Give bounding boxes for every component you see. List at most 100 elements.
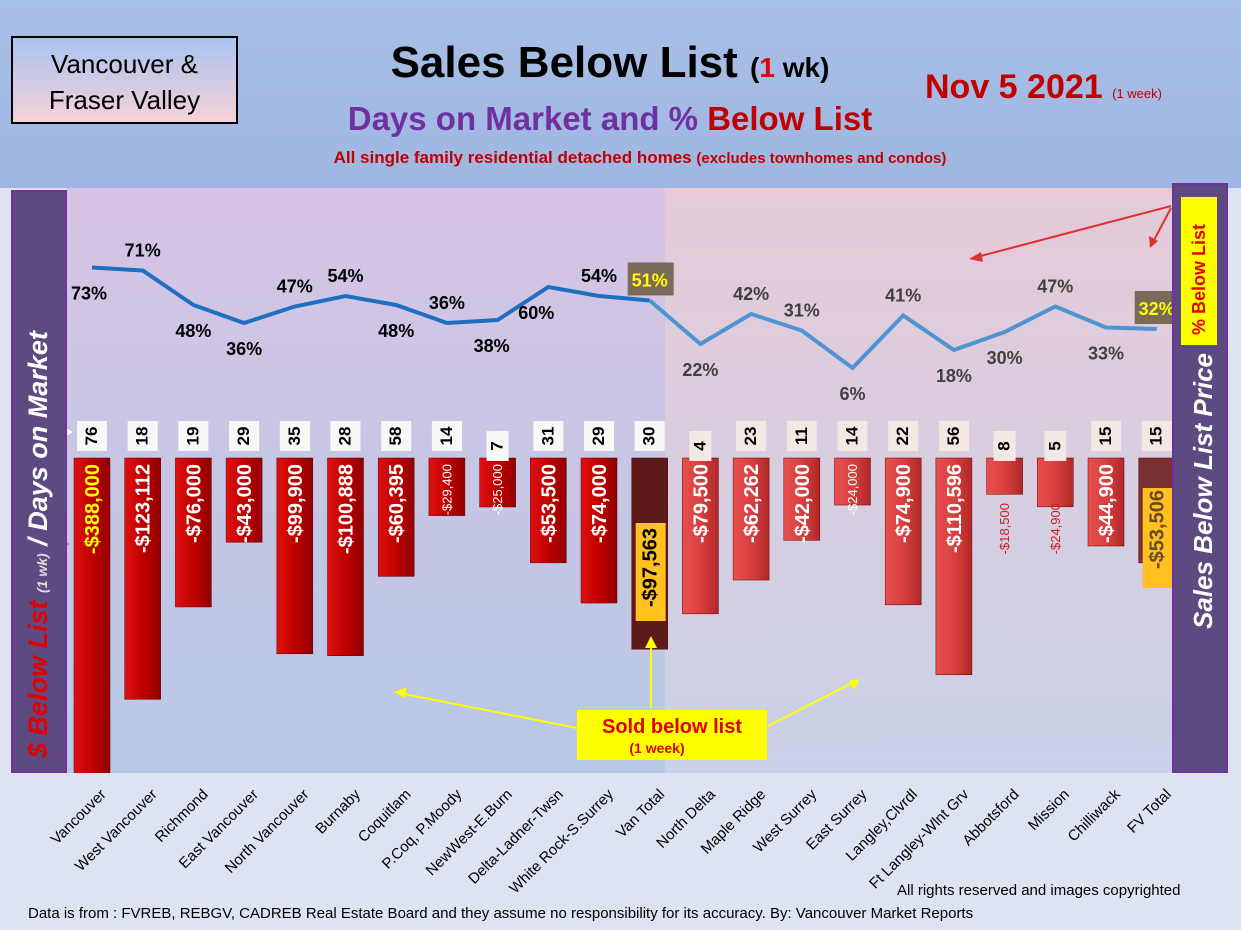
bar-vancouver — [73, 457, 111, 773]
left-axis-small: (1 wk) — [34, 553, 50, 593]
bar-chilliwack — [1087, 457, 1125, 547]
pct-label-burnaby: 54% — [327, 266, 363, 286]
data-labels: 76 -$388,000 18 -$123,112 19 -$76,000 29 -$43,0… — [71, 241, 1181, 621]
category-label-mission: Mission — [1025, 786, 1074, 834]
bar-label-langley-clvrdl: -$74,900 — [893, 464, 915, 543]
bar-p-coq-p-moody — [428, 457, 466, 516]
bar-east-surrey — [834, 457, 871, 506]
line-series — [91, 265, 1157, 371]
bar-label-ft-langley-wlnt-grv: -$110,596 — [944, 464, 966, 553]
bar-abbotsford — [986, 457, 1023, 495]
category-label-chilliwack: Chilliwack — [1064, 786, 1125, 846]
pct-label-richmond: 48% — [175, 321, 211, 341]
dom-label-langley-clvrdl: 22 — [893, 427, 912, 446]
bar-label-fv-total: -$53,506 — [1147, 490, 1169, 569]
dom-box-maple-ridge — [736, 421, 767, 451]
left-axis-label: $ Below List (1 wk) / Days on Market — [23, 331, 54, 758]
title-suffix: (1 wk) — [750, 52, 829, 83]
pct-arrowhead-long — [969, 252, 983, 262]
dom-box-west-surrey — [786, 421, 817, 451]
bar-west-surrey — [783, 457, 821, 541]
pct-box-van-total — [627, 262, 674, 296]
chart-title: Sales Below List (1 wk) — [300, 38, 920, 88]
callout-arrowhead-up — [645, 636, 657, 648]
subtitle-red: Below List — [707, 100, 873, 137]
bar-label-coquitlam: -$60,395 — [386, 464, 408, 543]
chart-subtitle: Days on Market and % Below List — [300, 100, 920, 138]
bar-label-north-delta: -$79,500 — [690, 464, 712, 543]
bar-label-chilliwack: -$44,900 — [1096, 464, 1118, 543]
chart-plot-area: 76 -$388,000 18 -$123,112 19 -$76,000 29 -$43,0… — [59, 188, 1181, 773]
pct-label-east-surrey: 6% — [839, 384, 865, 404]
date-text: Nov 5 2021 — [925, 68, 1103, 106]
bar-label-p-coq-p-moody: -$29,400 — [439, 464, 454, 515]
dom-box-vancouver — [77, 421, 107, 451]
bar-label-east-vancouver: -$43,000 — [234, 464, 256, 543]
pct-label-west-vancouver: 71% — [125, 241, 161, 261]
dom-label-abbotsford: 8 — [995, 441, 1014, 450]
dom-label-west-vancouver: 18 — [133, 427, 152, 446]
dom-box-ft-langley-wlnt-grv — [938, 421, 969, 451]
pct-label-vancouver: 73% — [71, 284, 107, 304]
bar-label-white-rock-s-surrey: -$74,000 — [589, 464, 611, 543]
bar-maple-ridge — [732, 457, 770, 581]
right-axis-label: Sales Below List Price — [1188, 352, 1218, 629]
pct-label-p-coq-p-moody: 36% — [429, 293, 465, 313]
footer-rights: All rights reserved and images copyright… — [897, 882, 1181, 899]
dom-label-chilliwack: 15 — [1096, 427, 1115, 446]
pct-label-coquitlam: 48% — [378, 321, 414, 341]
dom-label-east-surrey: 14 — [843, 426, 862, 445]
desc-main: All single family residential detached h… — [333, 148, 697, 167]
callout-line-2: (1 week) — [629, 740, 684, 756]
category-label-fv-total: FV Total — [1123, 786, 1175, 837]
dom-box-north-vancouver — [279, 421, 310, 451]
dom-box-fv-total — [1141, 421, 1172, 451]
dom-label-north-vancouver: 35 — [285, 427, 304, 446]
pct-below-callout-text: % Below List — [1189, 223, 1209, 335]
bar-label-vancouver: -$388,000 — [82, 464, 104, 554]
dom-box-chilliwack — [1091, 421, 1121, 451]
footer-source: Data is from : FVREB, REBGV, CADREB Real… — [28, 905, 974, 922]
bar-mission — [1037, 457, 1074, 508]
title-open: ( — [750, 52, 760, 83]
bar-langley-clvrdl — [884, 457, 922, 606]
dom-box-white-rock-s-surrey — [584, 421, 614, 451]
dom-label-vancouver: 76 — [82, 427, 101, 446]
dom-label-mission: 5 — [1045, 441, 1064, 450]
title-main: Sales Below List — [390, 38, 738, 87]
pct-label-west-surrey: 31% — [784, 301, 820, 321]
left-axis-panel: $ Below List (1 wk) / Days on Market — [11, 190, 67, 773]
dom-box-p-coq-p-moody — [431, 421, 462, 451]
dom-label-delta-ladner-twsn: 31 — [538, 427, 557, 446]
pct-label-fv-total: 32% — [1139, 299, 1175, 319]
right-axis-panel: Sales Below List Price % Below List — [1172, 183, 1228, 773]
bar-label-maple-ridge: -$62,262 — [741, 464, 763, 543]
dom-label-maple-ridge: 23 — [741, 427, 760, 446]
region-box: Vancouver & Fraser Valley — [11, 36, 238, 124]
left-axis-red: $ Below List — [23, 600, 53, 758]
bar-label-abbotsford: -$18,500 — [997, 503, 1012, 554]
dom-box-van-total — [634, 421, 665, 451]
dom-label-van-total: 30 — [640, 427, 659, 446]
category-label-burnaby: Burnaby — [311, 786, 364, 838]
bar-label-newwest-e-burn: -$25,000 — [490, 464, 505, 515]
pct-arrowhead-short — [1149, 236, 1158, 248]
callout-line-1: Sold below list — [602, 716, 742, 738]
bar-north-vancouver — [276, 457, 314, 655]
pct-line-fraser-valley — [648, 298, 1157, 371]
bar-white-rock-s-surrey — [580, 457, 618, 604]
dom-label-fv-total: 15 — [1147, 427, 1166, 446]
bar-label-west-vancouver: -$123,112 — [133, 464, 155, 553]
pct-label-chilliwack: 33% — [1088, 344, 1124, 364]
bar-label-west-surrey: -$42,000 — [792, 464, 814, 543]
bar-label-east-surrey: -$24,000 — [845, 464, 860, 515]
region-line-1: Vancouver & — [51, 49, 198, 79]
category-label-newwest-e-burn: NewWest-E.Burn — [422, 786, 516, 880]
bar-series — [73, 457, 1175, 773]
dom-box-coquitlam — [381, 421, 412, 451]
bar-label-mission: -$24,900 — [1048, 503, 1063, 554]
dom-label-p-coq-p-moody: 14 — [437, 426, 456, 445]
bar-burnaby — [327, 457, 364, 656]
pct-label-langley-clvrdl: 41% — [885, 286, 921, 306]
pct-line-vancouver — [91, 265, 650, 326]
